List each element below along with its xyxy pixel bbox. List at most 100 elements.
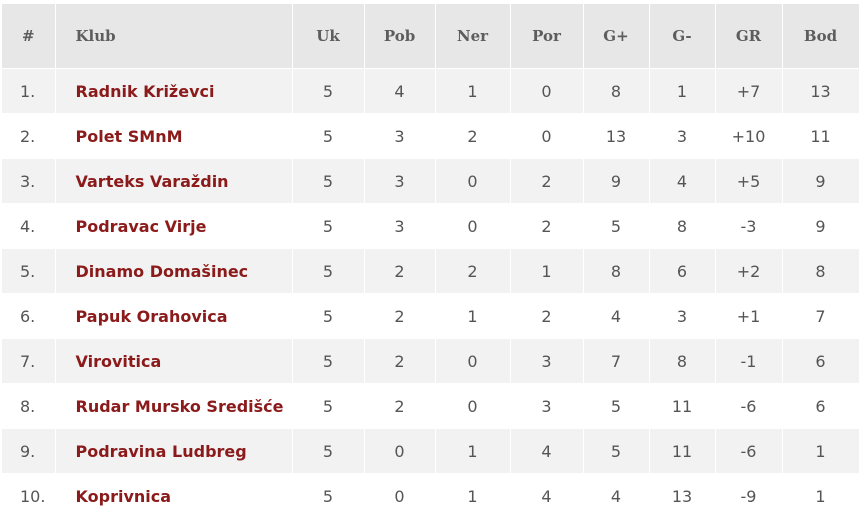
cell-rank: 4. [2,203,56,249]
cell-drawn: 0 [435,158,511,204]
cell-won: 3 [364,113,436,159]
cell-goals-for: 5 [583,203,650,249]
club-link[interactable]: Dinamo Domašinec [55,248,293,294]
cell-rank: 6. [2,293,56,339]
cell-goals-against: 11 [649,383,716,429]
club-link[interactable]: Varteks Varaždin [55,158,293,204]
cell-points: 1 [782,428,860,474]
cell-drawn: 2 [435,113,511,159]
cell-goal-diff: -6 [715,383,783,429]
cell-goals-against: 4 [649,158,716,204]
cell-rank: 7. [2,338,56,384]
club-link[interactable]: Koprivnica [55,473,293,518]
cell-rank: 8. [2,383,56,429]
cell-drawn: 0 [435,203,511,249]
cell-played: 5 [292,68,365,114]
cell-lost: 1 [510,248,584,294]
table-row: 2. Polet SMnM 5 3 2 0 13 3 +10 11 [2,113,860,159]
cell-played: 5 [292,113,365,159]
cell-goals-for: 4 [583,293,650,339]
header-goals-for[interactable]: G+ [583,4,650,69]
cell-played: 5 [292,383,365,429]
cell-played: 5 [292,248,365,294]
club-link[interactable]: Radnik Križevci [55,68,293,114]
cell-lost: 2 [510,293,584,339]
header-goal-diff[interactable]: GR [715,4,783,69]
cell-played: 5 [292,473,365,518]
cell-goals-against: 1 [649,68,716,114]
header-points[interactable]: Bod [782,4,860,69]
table-row: 4. Podravac Virje 5 3 0 2 5 8 -3 9 [2,203,860,249]
cell-goals-against: 6 [649,248,716,294]
table-header-row: # Klub Uk Pob Ner Por G+ G- GR Bod [2,4,860,69]
standings-table: # Klub Uk Pob Ner Por G+ G- GR Bod 1. Rad… [2,4,860,518]
cell-goals-for: 5 [583,428,650,474]
cell-goals-for: 4 [583,473,650,518]
club-link[interactable]: Rudar Mursko Središće [55,383,293,429]
cell-goal-diff: -6 [715,428,783,474]
table-row: 10. Koprivnica 5 0 1 4 4 13 -9 1 [2,473,860,518]
cell-lost: 0 [510,113,584,159]
cell-goals-for: 7 [583,338,650,384]
cell-goals-against: 13 [649,473,716,518]
header-club[interactable]: Klub [55,4,293,69]
cell-drawn: 2 [435,248,511,294]
cell-lost: 3 [510,338,584,384]
cell-drawn: 0 [435,338,511,384]
club-link[interactable]: Papuk Orahovica [55,293,293,339]
table-row: 9. Podravina Ludbreg 5 0 1 4 5 11 -6 1 [2,428,860,474]
cell-won: 2 [364,248,436,294]
table-row: 6. Papuk Orahovica 5 2 1 2 4 3 +1 7 [2,293,860,339]
cell-points: 6 [782,338,860,384]
header-drawn[interactable]: Ner [435,4,511,69]
club-link[interactable]: Podravina Ludbreg [55,428,293,474]
cell-won: 2 [364,383,436,429]
cell-goal-diff: +10 [715,113,783,159]
cell-goal-diff: +2 [715,248,783,294]
cell-won: 3 [364,158,436,204]
cell-rank: 1. [2,68,56,114]
table-row: 3. Varteks Varaždin 5 3 0 2 9 4 +5 9 [2,158,860,204]
cell-points: 9 [782,203,860,249]
cell-goals-against: 8 [649,338,716,384]
header-goals-against[interactable]: G- [649,4,716,69]
header-rank[interactable]: # [2,4,56,69]
cell-goal-diff: -9 [715,473,783,518]
cell-won: 3 [364,203,436,249]
cell-goal-diff: -3 [715,203,783,249]
cell-played: 5 [292,203,365,249]
header-won[interactable]: Pob [364,4,436,69]
cell-rank: 3. [2,158,56,204]
cell-points: 1 [782,473,860,518]
club-link[interactable]: Polet SMnM [55,113,293,159]
cell-drawn: 0 [435,383,511,429]
cell-points: 8 [782,248,860,294]
table-row: 5. Dinamo Domašinec 5 2 2 1 8 6 +2 8 [2,248,860,294]
cell-goals-for: 8 [583,68,650,114]
cell-goal-diff: -1 [715,338,783,384]
cell-goals-against: 3 [649,293,716,339]
cell-goals-for: 9 [583,158,650,204]
cell-points: 6 [782,383,860,429]
cell-drawn: 1 [435,428,511,474]
header-played[interactable]: Uk [292,4,365,69]
cell-goals-against: 3 [649,113,716,159]
cell-played: 5 [292,338,365,384]
standings-body: 1. Radnik Križevci 5 4 1 0 8 1 +7 13 2. Polet SMnM 5… [2,68,860,518]
cell-drawn: 1 [435,473,511,518]
cell-lost: 0 [510,68,584,114]
cell-drawn: 1 [435,293,511,339]
cell-drawn: 1 [435,68,511,114]
cell-rank: 2. [2,113,56,159]
cell-lost: 3 [510,383,584,429]
cell-points: 11 [782,113,860,159]
cell-goals-against: 11 [649,428,716,474]
cell-won: 0 [364,428,436,474]
cell-points: 13 [782,68,860,114]
club-link[interactable]: Podravac Virje [55,203,293,249]
header-lost[interactable]: Por [510,4,584,69]
table-row: 8. Rudar Mursko Središće 5 2 0 3 5 11 -6 6 [2,383,860,429]
cell-won: 2 [364,338,436,384]
cell-goals-for: 13 [583,113,650,159]
club-link[interactable]: Virovitica [55,338,293,384]
